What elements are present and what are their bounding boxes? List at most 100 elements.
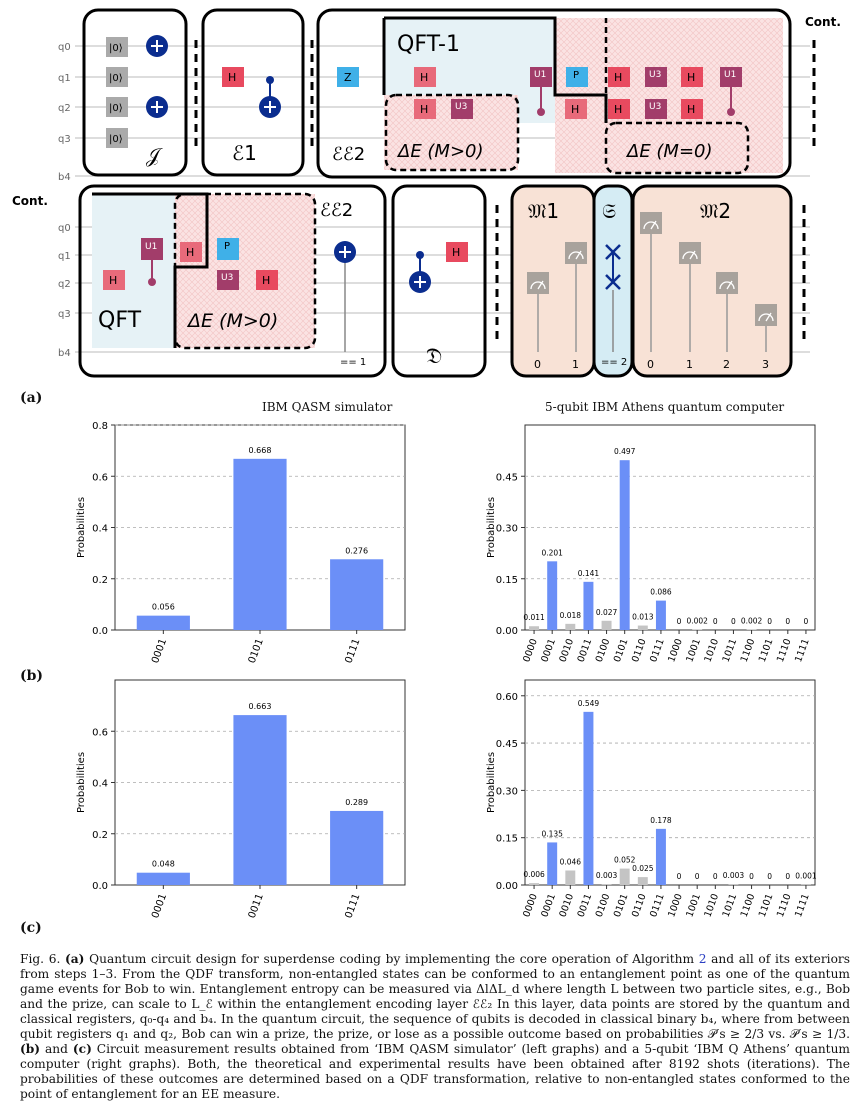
ket-gates: |0⟩ |0⟩ |0⟩ |0⟩ xyxy=(106,37,128,148)
x-tick-label: 1010 xyxy=(703,637,722,663)
bar-value-label: 0.002 xyxy=(741,616,763,625)
svg-text:H: H xyxy=(687,71,695,84)
svg-text:2: 2 xyxy=(723,358,730,371)
qubit-label: q2 xyxy=(58,103,71,114)
bar-value-label: 0.006 xyxy=(523,870,545,879)
chart-athens-c: 0.000.150.300.450.60Probabilities0.00600… xyxy=(486,679,817,919)
y-axis-label: Probabilities xyxy=(486,497,497,558)
eq2-label: == 2 xyxy=(601,357,627,368)
x-tick-label: 1010 xyxy=(703,892,722,918)
svg-text:H: H xyxy=(614,71,622,84)
svg-text:H: H xyxy=(571,103,579,116)
x-tick-label: 1100 xyxy=(739,637,758,663)
y-tick-label: 0.45 xyxy=(496,472,518,483)
x-tick-label: 0011 xyxy=(247,892,266,920)
bar-value-label: 0.003 xyxy=(723,871,745,880)
svg-text:|0⟩: |0⟩ xyxy=(109,73,123,84)
qubit-label: q3 xyxy=(58,134,71,145)
y-tick-label: 0.45 xyxy=(496,739,518,750)
svg-text:P: P xyxy=(224,241,230,252)
label-de-pos-bottom: ΔE (M>0) xyxy=(186,310,278,332)
bar-value-label: 0.002 xyxy=(686,616,708,625)
bar-value-label: 0.048 xyxy=(152,860,175,869)
qubit-label: q0 xyxy=(58,42,71,53)
x-tick-label: 0111 xyxy=(648,637,667,663)
bar-value-label: 0 xyxy=(767,872,772,881)
bar xyxy=(583,711,594,885)
bar-value-label: 0.663 xyxy=(249,702,272,711)
y-tick-label: 0.00 xyxy=(496,626,518,637)
y-tick-label: 0.2 xyxy=(92,830,108,841)
bar-value-label: 0.178 xyxy=(650,816,672,825)
x-tick-label: 0011 xyxy=(576,892,595,918)
svg-text:|0⟩: |0⟩ xyxy=(109,43,123,54)
svg-text:1: 1 xyxy=(572,358,579,371)
label-ee2-top: ℰℰ2 xyxy=(332,144,365,165)
bar-value-label: 0.141 xyxy=(578,569,600,578)
x-tick-label: 1100 xyxy=(739,892,758,918)
box-init xyxy=(82,8,188,177)
bar xyxy=(619,460,630,630)
svg-text:H: H xyxy=(186,246,194,259)
caption-text4: Circuit measurement results obtained fro… xyxy=(20,1042,850,1101)
qubit-label: b4 xyxy=(58,348,71,359)
y-tick-label: 0.0 xyxy=(92,881,108,892)
bar-value-label: 0 xyxy=(695,872,700,881)
qubit-label: q1 xyxy=(58,73,71,84)
bar xyxy=(746,629,757,630)
bar-value-label: 0.549 xyxy=(578,699,600,708)
x-tick-label: 1011 xyxy=(721,637,740,663)
chart-title-right: 5-qubit IBM Athens quantum computer xyxy=(545,400,785,414)
svg-text:H: H xyxy=(228,71,236,84)
qubit-labels-top: q0 q1 q2 q3 b4 xyxy=(58,42,71,183)
bar xyxy=(728,884,739,885)
svg-text:Z: Z xyxy=(344,71,352,84)
bar-value-label: 0.086 xyxy=(650,588,672,597)
x-tick-label: 0001 xyxy=(539,637,558,663)
y-tick-label: 0.4 xyxy=(92,779,108,790)
box-de-pos xyxy=(384,93,520,172)
y-tick-label: 0.2 xyxy=(92,575,108,586)
box-de-zero xyxy=(604,121,750,175)
x-tick-label: 1000 xyxy=(666,892,685,918)
y-tick-label: 0.15 xyxy=(496,575,518,586)
x-tick-label: 1110 xyxy=(775,892,794,918)
svg-text:0: 0 xyxy=(534,358,541,371)
svg-text:P: P xyxy=(573,70,579,81)
bar-value-label: 0.201 xyxy=(541,548,563,557)
svg-text:U3: U3 xyxy=(649,102,661,112)
x-tick-label: 1101 xyxy=(757,892,776,918)
bar-value-label: 0 xyxy=(677,872,682,881)
box-ee2-top xyxy=(316,8,792,179)
label-qft: QFT xyxy=(98,308,142,333)
box-m2 xyxy=(631,184,793,378)
chart-qasm-c: 0.0 0.2 0.4 0.6 Probabilities 0.048 0001 0.663 0… xyxy=(76,679,406,920)
bar-value-label: 0 xyxy=(785,617,790,626)
bar-value-label: 0 xyxy=(677,617,682,626)
bar xyxy=(619,868,630,885)
y-tick-label: 0.4 xyxy=(92,524,108,535)
bar xyxy=(330,559,384,630)
box-decode xyxy=(391,184,487,378)
qubit-label: b4 xyxy=(58,172,71,183)
svg-text:0: 0 xyxy=(647,358,654,371)
y-tick-label: 0.00 xyxy=(496,881,518,892)
x-gate-icon xyxy=(146,35,168,57)
panel-label-c: (c) xyxy=(20,920,42,936)
label-s: 𝔖 xyxy=(602,199,616,223)
y-axis-label: Probabilities xyxy=(76,497,87,558)
bar-value-label: 0 xyxy=(785,872,790,881)
x-gate-icon xyxy=(146,96,168,118)
bar xyxy=(136,615,190,630)
eq1-label: == 1 xyxy=(340,357,366,368)
figure-caption: Fig. 6. (a) Quantum circuit design for s… xyxy=(20,952,850,1102)
bar-value-label: 0 xyxy=(713,617,718,626)
x-tick-label: 1111 xyxy=(793,892,812,918)
svg-text:H: H xyxy=(420,103,428,116)
svg-text:|0⟩: |0⟩ xyxy=(109,103,123,114)
label-ee2-bottom: ℰℰ2 xyxy=(320,200,353,221)
y-tick-label: 0.30 xyxy=(496,786,518,797)
bar-value-label: 0.497 xyxy=(614,447,636,456)
bar xyxy=(601,884,612,885)
x-tick-label: 0100 xyxy=(594,892,613,918)
